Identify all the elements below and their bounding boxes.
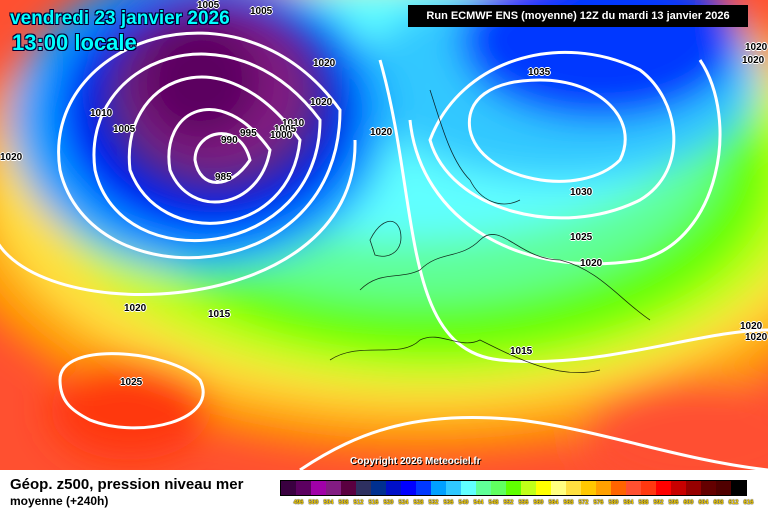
color-scale-label: 588 — [638, 500, 649, 506]
copyright: Copyright 2026 Meteociel.fr — [350, 456, 481, 467]
color-scale-label: 544 — [473, 500, 484, 506]
isobar-label: 1035 — [528, 67, 551, 78]
isobar-label: 990 — [221, 135, 238, 146]
isobar-label: 1010 — [90, 108, 113, 119]
color-swatch — [356, 481, 371, 495]
isobar-label: 1000 — [270, 130, 293, 141]
isobar-label: 1020 — [742, 55, 765, 66]
color-scale-label: 604 — [698, 500, 709, 506]
isobar-label: 1020 — [124, 303, 147, 314]
forecast-date: vendredi 23 janvier 2026 — [10, 8, 230, 29]
color-scale-labels: 496 500 504 508 512 516 520 524 528 532 536 540 544 5… — [291, 500, 756, 506]
isobar-label: 1015 — [208, 309, 231, 320]
color-scale-label: 612 — [728, 500, 739, 506]
color-scale-label: 552 — [503, 500, 514, 506]
forecast-time: 13:00 locale — [12, 30, 137, 55]
isobar-label: 1005 — [113, 124, 136, 135]
color-swatch — [641, 481, 656, 495]
color-swatch — [626, 481, 641, 495]
color-swatch — [506, 481, 521, 495]
color-swatch — [536, 481, 551, 495]
isobar-label: 1005 — [197, 0, 220, 11]
color-swatch — [401, 481, 416, 495]
isobar-label: 1015 — [510, 346, 533, 357]
color-scale-label: 548 — [488, 500, 499, 506]
color-swatch — [341, 481, 356, 495]
color-scale-label: 608 — [713, 500, 724, 506]
isobar-label: 1020 — [313, 58, 336, 69]
color-scale-label: 576 — [593, 500, 604, 506]
color-swatch — [446, 481, 461, 495]
color-scale-label: 500 — [308, 500, 319, 506]
color-scale-label: 572 — [578, 500, 589, 506]
map-title: Géop. z500, pression niveau mer — [10, 476, 244, 493]
pressure-geopotential-map — [0, 0, 768, 470]
isobar-label: 1030 — [570, 187, 593, 198]
color-scale-label: 592 — [653, 500, 664, 506]
color-swatch — [551, 481, 566, 495]
color-scale-label: 508 — [338, 500, 349, 506]
color-swatch — [671, 481, 686, 495]
isobar-label: 1020 — [740, 321, 763, 332]
isobar-label: 995 — [240, 128, 257, 139]
color-swatch — [566, 481, 581, 495]
color-scale-label: 524 — [398, 500, 409, 506]
color-scale-label: 556 — [518, 500, 529, 506]
color-scale-label: 584 — [623, 500, 634, 506]
color-swatch — [701, 481, 716, 495]
color-swatch — [386, 481, 401, 495]
color-swatch — [491, 481, 506, 495]
isobar-label: 1020 — [370, 127, 393, 138]
isobar-label: 1005 — [274, 124, 297, 135]
color-swatch — [581, 481, 596, 495]
color-swatch — [296, 481, 311, 495]
color-scale-label: 532 — [428, 500, 439, 506]
run-info: Run ECMWF ENS (moyenne) 12Z du mardi 13 … — [408, 5, 748, 27]
isobar-label: 1020 — [745, 332, 768, 343]
color-scale-label: 536 — [443, 500, 454, 506]
color-scale-label: 512 — [353, 500, 364, 506]
color-scale-label: 516 — [368, 500, 379, 506]
color-swatch — [371, 481, 386, 495]
color-swatch — [476, 481, 491, 495]
color-scale-label: 528 — [413, 500, 424, 506]
color-scale-label: 560 — [533, 500, 544, 506]
isobar-label: 1020 — [745, 42, 768, 53]
color-scale-label: 600 — [683, 500, 694, 506]
color-scale-label: 564 — [548, 500, 559, 506]
color-swatch — [311, 481, 326, 495]
color-swatch — [731, 481, 746, 495]
color-swatch — [416, 481, 431, 495]
color-swatch — [461, 481, 476, 495]
isobar-label: 1020 — [0, 152, 23, 163]
color-scale-label: 520 — [383, 500, 394, 506]
isobar-label: 1025 — [570, 232, 593, 243]
isobar-label: 1020 — [580, 258, 603, 269]
color-swatch — [431, 481, 446, 495]
color-scale-label: 540 — [458, 500, 469, 506]
color-swatch — [656, 481, 671, 495]
map-subtitle: moyenne (+240h) — [10, 494, 109, 508]
isobar-label: 985 — [215, 172, 232, 183]
color-swatch — [716, 481, 731, 495]
color-swatch — [521, 481, 536, 495]
isobar-label: 1005 — [250, 6, 273, 17]
color-swatch — [686, 481, 701, 495]
color-scale — [280, 480, 747, 496]
color-scale-label: 568 — [563, 500, 574, 506]
isobar-label: 1020 — [310, 97, 333, 108]
color-swatch — [326, 481, 341, 495]
isobar-label: 1010 — [282, 118, 305, 129]
color-scale-label: 596 — [668, 500, 679, 506]
color-swatch — [596, 481, 611, 495]
color-scale-label: 616 — [743, 500, 754, 506]
color-swatch — [281, 481, 296, 495]
color-scale-label: 580 — [608, 500, 619, 506]
isobar-label: 1025 — [120, 377, 143, 388]
color-scale-label: 496 — [293, 500, 304, 506]
color-swatch — [611, 481, 626, 495]
color-scale-label: 504 — [323, 500, 334, 506]
